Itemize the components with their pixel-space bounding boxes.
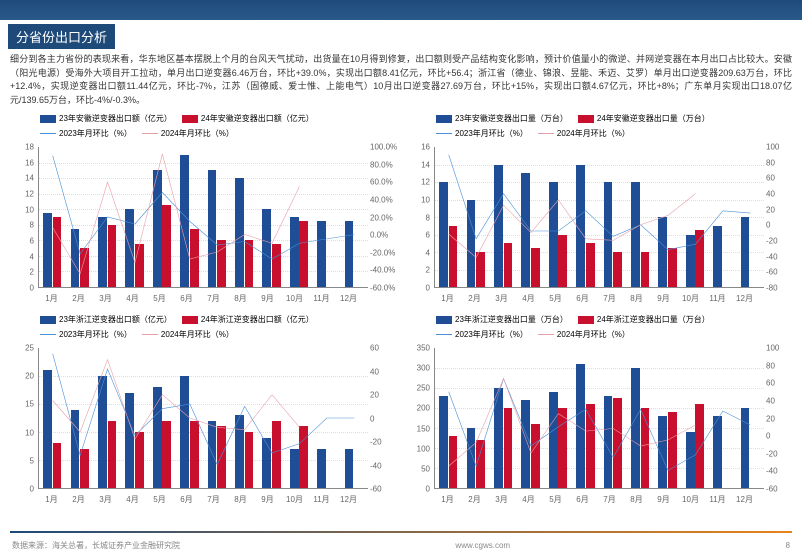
chart-anhui-value: 23年安徽逆变器出口额（亿元）24年安徽逆变器出口额（亿元）2023年月环比（%… <box>10 111 396 306</box>
section-title: 分省份出口分析 <box>8 24 115 49</box>
chart-zhejiang-value: 23年浙江逆变器出口额（亿元）24年浙江逆变器出口额（亿元）2023年月环比（%… <box>10 312 396 507</box>
description-text: 细分到各主力省份的表现来看，华东地区基本摆脱上个月的台风天气扰动，出货量在10月… <box>0 51 802 111</box>
charts-grid: 23年安徽逆变器出口额（亿元）24年安徽逆变器出口额（亿元）2023年月环比（%… <box>0 111 802 507</box>
header-bar <box>0 0 802 20</box>
chart-zhejiang-volume: 23年浙江逆变器出口量（万台）24年浙江逆变器出口量（万台）2023年月环比（%… <box>406 312 792 507</box>
data-source: 数据来源：海关总署，长城证券产业金融研究院 <box>12 540 180 551</box>
chart-anhui-volume: 23年安徽逆变器出口量（万台）24年安徽逆变器出口量（万台）2023年月环比（%… <box>406 111 792 306</box>
page-number: 8 <box>786 541 790 550</box>
footer: 数据来源：海关总署，长城证券产业金融研究院 www.cgws.com 8 <box>0 540 802 551</box>
footer-divider <box>10 531 792 533</box>
footer-url: www.cgws.com <box>455 541 510 550</box>
